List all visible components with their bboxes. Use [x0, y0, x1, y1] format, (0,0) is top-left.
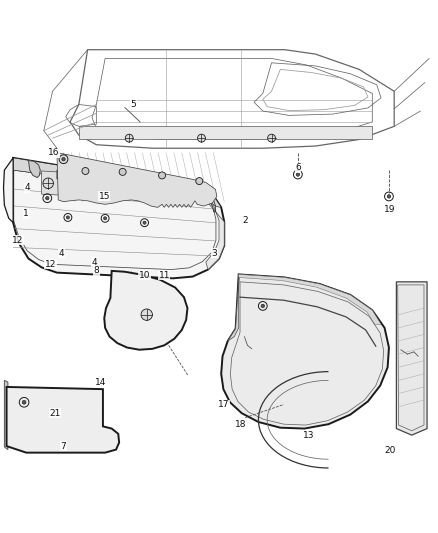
- Circle shape: [268, 134, 276, 142]
- Circle shape: [43, 178, 53, 189]
- Text: 6: 6: [295, 164, 301, 173]
- Polygon shape: [57, 152, 217, 207]
- Polygon shape: [28, 160, 40, 177]
- Circle shape: [62, 157, 65, 161]
- Polygon shape: [13, 158, 221, 207]
- Circle shape: [119, 168, 126, 175]
- Polygon shape: [79, 126, 372, 140]
- Text: 4: 4: [59, 249, 64, 258]
- Circle shape: [66, 216, 70, 219]
- Text: 5: 5: [131, 100, 137, 109]
- Circle shape: [143, 221, 146, 224]
- Circle shape: [196, 177, 203, 184]
- Polygon shape: [112, 271, 115, 300]
- Polygon shape: [221, 274, 389, 429]
- Circle shape: [125, 134, 133, 142]
- Text: 15: 15: [99, 192, 110, 201]
- Circle shape: [261, 304, 265, 308]
- Circle shape: [22, 400, 26, 404]
- Text: 19: 19: [384, 205, 396, 214]
- Circle shape: [198, 134, 205, 142]
- Polygon shape: [396, 282, 427, 435]
- Text: 14: 14: [95, 378, 106, 387]
- Circle shape: [46, 197, 49, 200]
- Polygon shape: [42, 171, 103, 197]
- Polygon shape: [239, 274, 381, 324]
- Circle shape: [82, 167, 89, 174]
- Text: 10: 10: [139, 271, 150, 280]
- Circle shape: [296, 173, 300, 176]
- Text: 17: 17: [218, 400, 229, 409]
- Polygon shape: [4, 158, 13, 223]
- Text: 12: 12: [12, 236, 23, 245]
- Polygon shape: [4, 381, 8, 449]
- Text: 16: 16: [48, 148, 59, 157]
- Text: 8: 8: [93, 266, 99, 276]
- Text: 7: 7: [60, 441, 67, 450]
- Polygon shape: [104, 271, 187, 350]
- Text: 18: 18: [235, 419, 247, 429]
- Text: 4: 4: [92, 257, 97, 266]
- Circle shape: [387, 195, 391, 198]
- Text: 3: 3: [212, 249, 218, 258]
- Polygon shape: [228, 278, 239, 341]
- Circle shape: [103, 217, 107, 220]
- Polygon shape: [7, 387, 119, 453]
- Circle shape: [141, 309, 152, 320]
- Text: 4: 4: [25, 183, 30, 192]
- Text: 20: 20: [384, 446, 396, 455]
- Text: 2: 2: [243, 216, 248, 225]
- Polygon shape: [30, 391, 72, 405]
- Circle shape: [159, 172, 166, 179]
- Text: 12: 12: [45, 260, 56, 269]
- Polygon shape: [13, 158, 224, 278]
- Text: 11: 11: [159, 271, 170, 280]
- Polygon shape: [195, 188, 224, 270]
- Text: 13: 13: [303, 431, 314, 440]
- Text: 1: 1: [23, 209, 29, 219]
- Text: 21: 21: [49, 409, 60, 418]
- Polygon shape: [57, 170, 68, 180]
